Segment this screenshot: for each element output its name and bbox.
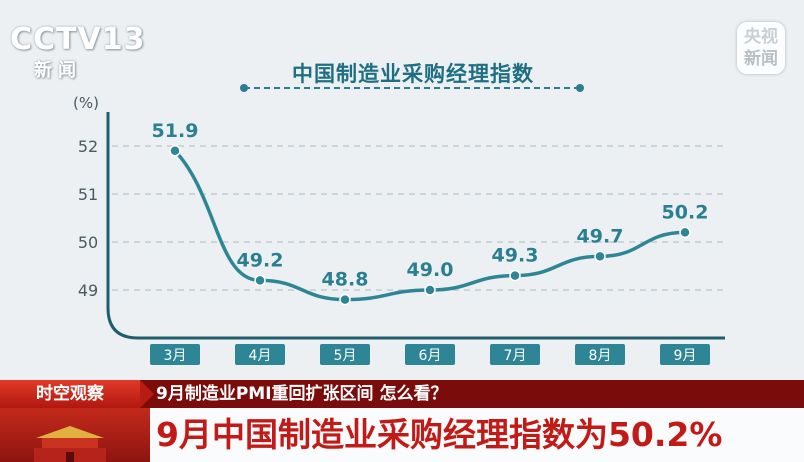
data-point: [594, 250, 606, 263]
corner-logo-line1: 央视: [744, 27, 778, 47]
x-tick-box: [405, 344, 455, 365]
news-lower-third: 时空观察 9月制造业PMI重回扩张区间 怎么看？ 9月中国制造业采购经理指数为5…: [0, 380, 804, 462]
ticker-text: 9月制造业PMI重回扩张区间 怎么看？: [156, 384, 448, 404]
x-tick-box: [575, 344, 625, 365]
cctv-news-corner-logo: 央视 新闻: [737, 22, 785, 74]
x-tick-box: [320, 344, 370, 365]
x-tick-label: 5月: [334, 348, 357, 364]
data-point: [254, 274, 266, 287]
x-tick-label: 8月: [589, 348, 612, 364]
cctv-logo-sub: 新闻: [34, 60, 82, 81]
title-underline: [240, 84, 584, 92]
x-tick-label: 7月: [504, 348, 527, 364]
cctv13-logo: CCTV13 新闻: [10, 22, 144, 81]
cctv-logo-number: 13: [101, 22, 146, 57]
x-tick-box: [235, 344, 285, 365]
data-label: 49.2: [237, 249, 284, 271]
x-tick-box: [490, 344, 540, 365]
tiananmen-gate-icon: [34, 426, 106, 462]
x-tick-label: 6月: [419, 348, 442, 364]
data-label: 50.2: [662, 201, 709, 223]
y-axis-unit-label: (%): [73, 94, 99, 112]
data-point: [424, 284, 436, 296]
corner-logo-line2: 新闻: [744, 49, 778, 69]
y-tick-label: 49: [78, 281, 98, 300]
x-tick-label: 3月: [164, 348, 187, 364]
y-tick-label: 52: [78, 137, 98, 156]
data-point: [509, 269, 521, 282]
x-tick-label: 9月: [674, 348, 697, 364]
axis-line: [106, 112, 725, 340]
data-label: 49.3: [492, 245, 539, 267]
x-tick-box: [660, 344, 710, 365]
data-label: 51.9: [152, 120, 199, 142]
data-point: [679, 226, 691, 239]
data-label: 49.7: [577, 225, 624, 247]
cctv-logo-text: CCTV13: [10, 22, 146, 57]
pmi-line-chart: (%) 49 50 51 52 51.9 49.2 48.8 49.0 49.3 49.7 50.2 3…: [73, 94, 725, 365]
tiananmen-image: [0, 408, 150, 462]
y-tick-label: 50: [78, 233, 98, 252]
data-label: 48.8: [322, 269, 369, 291]
ticker-tag: 时空观察: [0, 380, 154, 408]
y-tick-label: 51: [78, 185, 98, 204]
headline-area: 9月中国制造业采购经理指数为50.2%: [0, 408, 804, 462]
x-tick-label: 4月: [249, 348, 272, 364]
chart-title: 中国制造业采购经理指数: [292, 62, 534, 86]
data-point: [339, 293, 351, 306]
headline-text: 9月中国制造业采购经理指数为50.2%: [156, 415, 723, 454]
data-point: [169, 145, 181, 157]
data-label: 49.0: [407, 259, 454, 281]
ticker-bar: 时空观察 9月制造业PMI重回扩张区间 怎么看？: [0, 380, 804, 408]
x-tick-box: [150, 344, 200, 365]
